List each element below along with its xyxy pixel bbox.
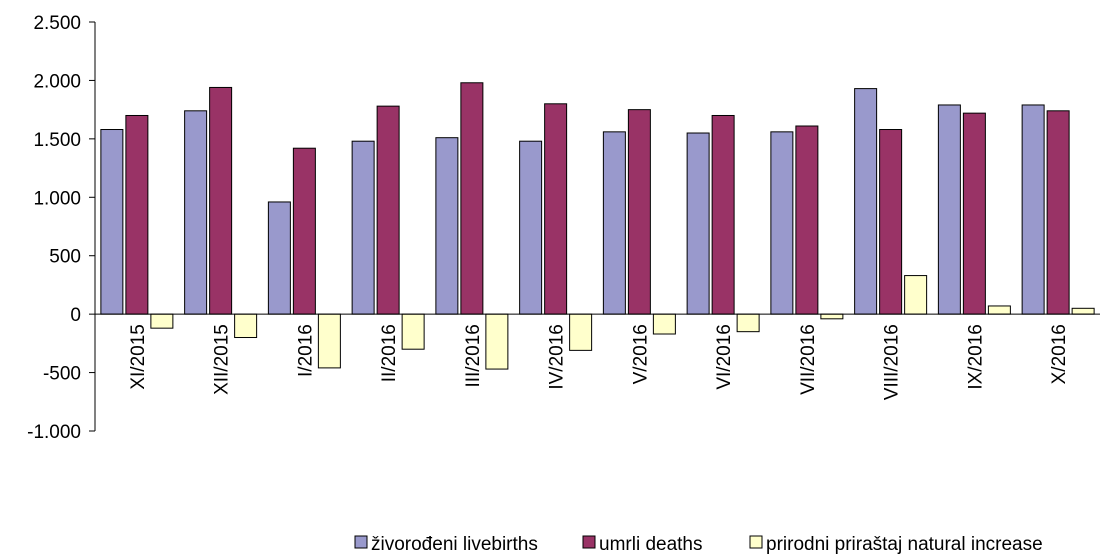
bar-deaths (627, 109, 651, 315)
legend-swatch (582, 535, 596, 549)
bar-livebirths (937, 104, 961, 315)
bar-natural-increase (652, 313, 676, 335)
x-tick-label: VIII/2016 (882, 324, 903, 400)
legend-swatch (354, 535, 368, 549)
x-tick-label: VI/2016 (714, 324, 735, 390)
x-axis: XI/2015 XII/2015 I/2016 II/2016 III/2016 IV/2… (95, 313, 1100, 400)
x-tick-label: II/2016 (379, 324, 400, 382)
bar-livebirths (519, 140, 543, 315)
y-tick-label: -500 (43, 364, 81, 385)
legend-label: prirodni priraštaj natural increase (766, 534, 1043, 555)
x-tick-label: VII/2016 (798, 324, 819, 395)
x-tick-label: XI/2015 (128, 324, 149, 390)
bar-natural-increase (820, 313, 844, 320)
bar-livebirths (184, 110, 208, 315)
bar-deaths (460, 82, 484, 315)
bar-livebirths (1021, 104, 1045, 315)
bar-natural-increase (401, 313, 425, 350)
bar-livebirths (267, 201, 291, 315)
y-tick-label: 2.500 (33, 13, 81, 34)
y-tick-label: 500 (49, 247, 81, 268)
bar-deaths (1046, 110, 1070, 315)
bar-livebirths (351, 140, 375, 315)
bar-livebirths (854, 88, 878, 315)
bar-natural-increase (987, 305, 1011, 315)
y-tick-label: 1.500 (33, 130, 81, 151)
bar-natural-increase (317, 313, 341, 369)
bar-deaths (209, 86, 233, 315)
bar-livebirths (770, 131, 794, 315)
bar-natural-increase (234, 313, 258, 339)
bar-natural-increase (485, 313, 509, 370)
legend-label: umrli deaths (599, 534, 703, 555)
x-tick-label: X/2016 (1049, 324, 1070, 384)
bar-deaths (879, 129, 903, 315)
bar-deaths (292, 147, 316, 315)
bars (100, 82, 1095, 370)
bar-natural-increase (904, 275, 928, 315)
x-tick-label: IV/2016 (547, 324, 568, 390)
bar-deaths (544, 103, 568, 315)
bar-deaths (376, 105, 400, 315)
bar-natural-increase (150, 313, 174, 329)
y-tick-label: 2.000 (33, 71, 81, 92)
bar-natural-increase (736, 313, 760, 333)
x-tick-label: XII/2015 (212, 324, 233, 395)
x-tick-label: IX/2016 (965, 324, 986, 390)
bar-livebirths (686, 132, 710, 315)
bar-natural-increase (1071, 307, 1095, 315)
y-tick-label: 1.000 (33, 188, 81, 209)
bar-deaths (125, 114, 149, 315)
bar-natural-increase (569, 313, 593, 351)
x-tick-label: III/2016 (463, 324, 484, 387)
y-tick-label: 0 (70, 305, 81, 326)
legend: živorođeni livebirths umrli deaths prirodn… (354, 534, 1043, 555)
legend-label: živorođeni livebirths (371, 534, 538, 555)
y-tick-label: -1.000 (27, 422, 81, 443)
bar-deaths (795, 125, 819, 315)
x-tick-label: I/2016 (295, 324, 316, 377)
x-tick-label: V/2016 (630, 324, 651, 384)
bar-livebirths (100, 129, 124, 315)
y-axis: -1.000 -500 0 500 1.000 1.500 2.000 2.500 (27, 13, 96, 443)
bar-livebirths (602, 131, 626, 315)
legend-swatch (749, 535, 763, 549)
bar-deaths (711, 114, 735, 315)
bar-livebirths (435, 137, 459, 315)
bar-deaths (962, 112, 986, 315)
